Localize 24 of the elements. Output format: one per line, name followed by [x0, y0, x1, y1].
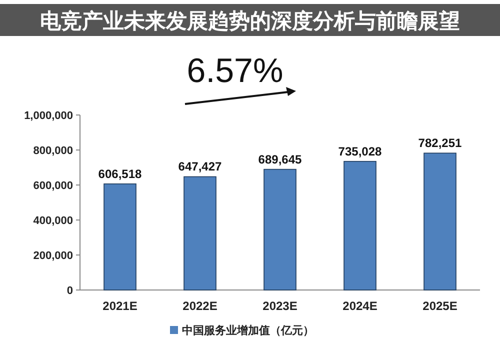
- data-label: 606,518: [98, 166, 142, 181]
- y-tick-label: 0: [66, 285, 73, 297]
- y-tick-label: 800,000: [33, 145, 73, 157]
- bar: [184, 176, 216, 290]
- data-label: 782,251: [418, 136, 462, 150]
- bar: [344, 160, 376, 290]
- x-tick-label: 2022E: [182, 299, 218, 313]
- data-label: 647,427: [178, 160, 222, 174]
- data-label: 689,645: [258, 152, 302, 166]
- x-tick-label: 2024E: [342, 299, 378, 313]
- chart-title: 电竞产业未来发展趋势的深度分析与前瞻展望: [40, 9, 460, 33]
- x-tick-label: 2023E: [262, 299, 298, 313]
- y-tick-label: 400,000: [33, 215, 73, 227]
- bar: [104, 183, 136, 290]
- text: 6.57%: [186, 52, 284, 90]
- legend-label: 中国服务业增加值（亿元）: [182, 324, 314, 337]
- data-label: 735,028: [338, 144, 382, 158]
- bar: [264, 168, 296, 290]
- y-tick-label: 1,000,000: [24, 110, 73, 122]
- x-tick-label: 2025E: [422, 299, 458, 313]
- y-tick-label: 200,000: [33, 250, 73, 262]
- bar: [424, 152, 456, 290]
- y-tick-label: 600,000: [33, 180, 73, 192]
- x-tick-label: 2021E: [102, 299, 138, 313]
